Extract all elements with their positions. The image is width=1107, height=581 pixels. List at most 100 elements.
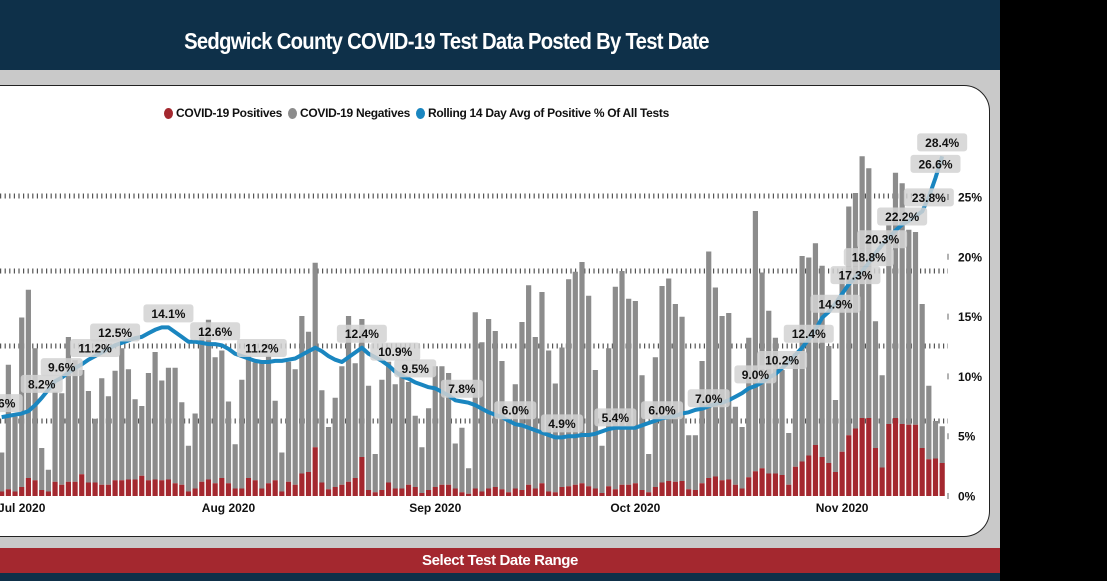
bar-positives[interactable] <box>772 473 779 497</box>
bar-positives[interactable] <box>232 488 238 497</box>
bar-positives[interactable] <box>926 459 932 496</box>
bar-positives[interactable] <box>419 493 425 496</box>
bar-negatives[interactable] <box>219 350 225 479</box>
bar-negatives[interactable] <box>772 337 779 474</box>
bar-positives[interactable] <box>432 487 438 496</box>
bar-positives[interactable] <box>125 479 132 497</box>
bar-positives[interactable] <box>19 487 25 496</box>
bar-negatives[interactable] <box>105 396 112 485</box>
bar-negatives[interactable] <box>732 406 738 485</box>
bar-negatives[interactable] <box>385 361 392 483</box>
bar-positives[interactable] <box>659 482 665 497</box>
bar-negatives[interactable] <box>512 384 518 489</box>
bar-positives[interactable] <box>199 481 205 496</box>
bar-positives[interactable] <box>412 487 418 496</box>
bar-positives[interactable] <box>205 479 212 497</box>
bar-positives[interactable] <box>112 480 118 496</box>
bar-positives[interactable] <box>559 487 565 496</box>
bar-negatives[interactable] <box>739 427 745 489</box>
bar-positives[interactable] <box>839 451 845 496</box>
bar-positives[interactable] <box>906 424 912 496</box>
bar-negatives[interactable] <box>592 370 598 489</box>
bar-positives[interactable] <box>159 480 165 496</box>
bar-positives[interactable] <box>165 479 172 497</box>
bar-positives[interactable] <box>692 490 698 496</box>
bar-positives[interactable] <box>459 492 465 496</box>
bar-negatives[interactable] <box>819 265 825 457</box>
bar-negatives[interactable] <box>52 391 58 482</box>
bar-negatives[interactable] <box>666 278 672 482</box>
bar-positives[interactable] <box>439 484 445 496</box>
bar-negatives[interactable] <box>499 361 505 490</box>
bar-negatives[interactable] <box>526 285 532 485</box>
bar-positives[interactable] <box>39 490 45 496</box>
bar-negatives[interactable] <box>912 232 919 425</box>
bar-positives[interactable] <box>85 482 92 497</box>
bar-negatives[interactable] <box>252 362 258 481</box>
bar-negatives[interactable] <box>112 370 118 481</box>
bar-negatives[interactable] <box>165 367 172 480</box>
bar-negatives[interactable] <box>452 443 458 489</box>
bar-negatives[interactable] <box>205 319 212 480</box>
bar-positives[interactable] <box>252 480 258 496</box>
bar-negatives[interactable] <box>659 286 665 483</box>
bar-negatives[interactable] <box>32 348 38 481</box>
bar-negatives[interactable] <box>65 337 71 482</box>
bar-negatives[interactable] <box>906 229 912 425</box>
bar-negatives[interactable] <box>392 384 398 489</box>
bar-negatives[interactable] <box>439 366 445 485</box>
bar-positives[interactable] <box>646 492 652 496</box>
bar-negatives[interactable] <box>125 369 132 480</box>
bar-negatives[interactable] <box>159 380 165 481</box>
bar-negatives[interactable] <box>812 243 819 445</box>
bar-negatives[interactable] <box>746 337 752 478</box>
bar-positives[interactable] <box>779 475 785 496</box>
bar-positives[interactable] <box>519 490 525 496</box>
bar-positives[interactable] <box>172 483 178 496</box>
bar-positives[interactable] <box>832 472 839 496</box>
bar-positives[interactable] <box>405 484 412 496</box>
legend-positives-label[interactable]: COVID-19 Positives <box>176 106 282 120</box>
bar-positives[interactable] <box>766 473 772 497</box>
bar-positives[interactable] <box>619 484 625 496</box>
bar-negatives[interactable] <box>199 337 205 482</box>
bar-negatives[interactable] <box>152 352 158 480</box>
bar-positives[interactable] <box>812 445 819 496</box>
bar-negatives[interactable] <box>12 416 18 492</box>
bar-positives[interactable] <box>666 481 672 496</box>
bar-negatives[interactable] <box>706 251 712 479</box>
bar-negatives[interactable] <box>792 353 799 467</box>
bar-positives[interactable] <box>445 484 452 496</box>
bar-negatives[interactable] <box>239 379 245 489</box>
bar-negatives[interactable] <box>279 452 285 492</box>
bar-positives[interactable] <box>652 487 658 496</box>
bar-negatives[interactable] <box>85 391 92 483</box>
bar-positives[interactable] <box>292 484 298 496</box>
bar-positives[interactable] <box>0 491 5 497</box>
bar-positives[interactable] <box>612 489 618 496</box>
bar-positives[interactable] <box>699 483 705 496</box>
bar-negatives[interactable] <box>332 397 338 487</box>
bar-negatives[interactable] <box>132 399 138 480</box>
bar-negatives[interactable] <box>472 312 478 489</box>
bar-negatives[interactable] <box>459 427 465 493</box>
bar-negatives[interactable] <box>919 304 925 448</box>
bar-negatives[interactable] <box>39 448 45 490</box>
bar-negatives[interactable] <box>886 225 892 424</box>
bar-positives[interactable] <box>345 481 352 496</box>
bar-positives[interactable] <box>99 484 105 496</box>
bar-positives[interactable] <box>512 488 518 497</box>
bar-negatives[interactable] <box>72 360 78 482</box>
bar-positives[interactable] <box>192 488 198 497</box>
bar-negatives[interactable] <box>59 393 65 485</box>
bar-negatives[interactable] <box>345 316 352 482</box>
bar-negatives[interactable] <box>632 301 638 484</box>
bar-positives[interactable] <box>879 467 885 497</box>
bar-negatives[interactable] <box>626 298 632 485</box>
bar-positives[interactable] <box>726 479 732 497</box>
bar-negatives[interactable] <box>305 331 312 472</box>
bar-positives[interactable] <box>225 483 232 496</box>
bar-positives[interactable] <box>285 481 292 496</box>
bar-positives[interactable] <box>466 493 472 496</box>
bar-negatives[interactable] <box>766 310 772 474</box>
